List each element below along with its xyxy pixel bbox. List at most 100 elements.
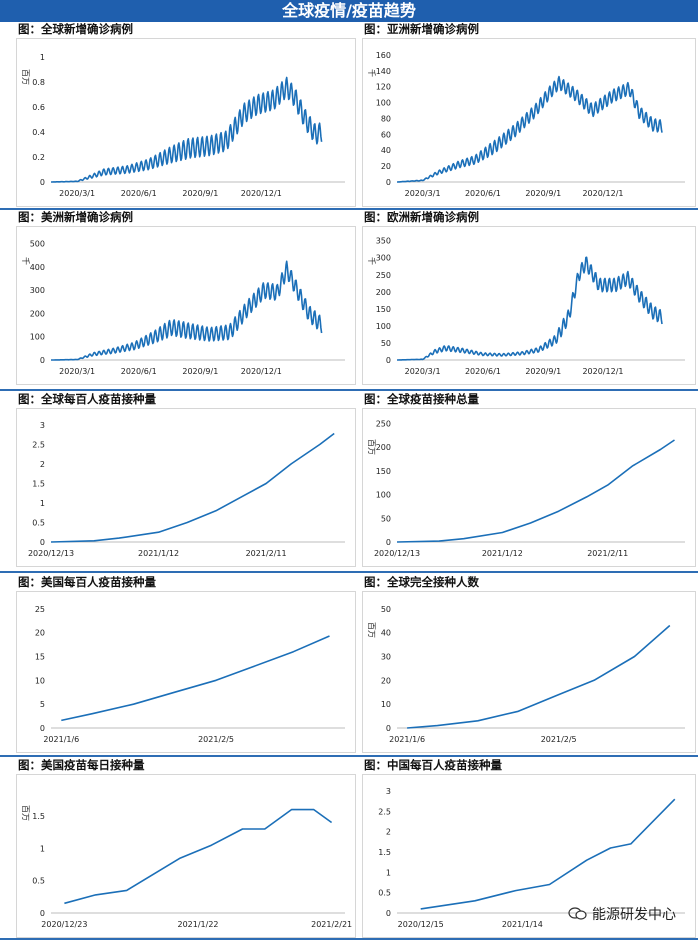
chart-area: 百万 0 10 20 30 40 50 2021/1/6 2021/2/5 — [362, 591, 696, 753]
chart-panel-global-total-doses: 图：全球疫苗接种总量 百万 0 50 100 150 200 250 2020/12/13 202… — [362, 392, 696, 567]
y-axis-label: 百万 — [21, 805, 30, 821]
y-tick-label: 350 — [376, 237, 391, 246]
y-tick-label: 5 — [40, 700, 45, 709]
y-tick-label: 0 — [386, 178, 391, 187]
y-tick-label: 100 — [376, 491, 391, 500]
y-tick-label: 40 — [381, 146, 391, 155]
x-tick-label: 2020/9/1 — [182, 367, 218, 376]
chart-title: 图：美国每百人疫苗接种量 — [18, 575, 156, 589]
y-tick-label: 0 — [40, 178, 45, 187]
x-tick-label: 2021/2/5 — [541, 735, 577, 744]
series-line — [396, 256, 663, 361]
x-tick-label: 2021/2/21 — [311, 920, 352, 929]
y-tick-label: 0.5 — [378, 889, 391, 898]
y-tick-label: 200 — [30, 309, 45, 318]
y-tick-label: 0.8 — [32, 78, 45, 87]
chart-area: 千 0 100 200 300 400 500 2020/3/1 2020/6/1 2020/9/… — [16, 226, 356, 385]
x-tick-label: 2020/6/1 — [465, 189, 501, 198]
y-tick-label: 0.6 — [32, 103, 45, 112]
series-line — [64, 808, 333, 905]
y-tick-label: 500 — [30, 240, 45, 249]
y-tick-label: 100 — [376, 322, 391, 331]
y-tick-label: 20 — [381, 676, 391, 685]
x-tick-label: 2021/2/5 — [198, 735, 234, 744]
y-tick-label: 0 — [40, 538, 45, 547]
series-line — [420, 798, 676, 910]
chart-svg-asia-new-cases: 千 0 20 40 60 80 100 120 140 160 2020/3/1 2020/6/1 20… — [367, 51, 685, 198]
section-separator — [0, 389, 698, 391]
y-tick-label: 100 — [376, 99, 391, 108]
y-tick-label: 0 — [40, 909, 45, 918]
y-tick-label: 20 — [381, 162, 391, 171]
y-tick-label: 0 — [386, 724, 391, 733]
section-separator — [0, 938, 698, 940]
x-tick-label: 2020/9/1 — [525, 367, 561, 376]
chart-svg-europe-new-cases: 千 0 50 100 150 200 250 300 350 2020/3/1 2020/6/1 20… — [367, 237, 685, 376]
x-tick-label: 2021/1/12 — [482, 549, 523, 558]
x-tick-label: 2021/1/12 — [138, 549, 179, 558]
chart-panel-us-daily-doses: 图：美国疫苗每日接种量 百万 0 0.5 1 1.5 2020/12/23 2021/1/22… — [16, 758, 356, 938]
wechat-icon — [568, 907, 588, 921]
y-tick-label: 50 — [381, 339, 391, 348]
x-tick-label: 2021/2/11 — [587, 549, 628, 558]
y-axis-label: 百万 — [367, 439, 376, 455]
y-tick-label: 0.2 — [32, 153, 45, 162]
y-tick-label: 2.5 — [32, 440, 45, 449]
y-tick-label: 1 — [40, 53, 45, 62]
series-line — [396, 75, 663, 183]
y-tick-label: 60 — [381, 130, 391, 139]
x-tick-label: 2021/1/6 — [389, 735, 425, 744]
y-tick-label: 3 — [40, 421, 45, 430]
y-tick-label: 0 — [386, 538, 391, 547]
x-tick-label: 2020/12/13 — [374, 549, 420, 558]
chart-title: 图：美洲新增确诊病例 — [18, 210, 133, 224]
watermark-text: 能源研发中心 — [592, 907, 676, 923]
section-separator — [0, 571, 698, 573]
y-axis-label: 千 — [21, 257, 31, 265]
series-line — [50, 260, 323, 361]
y-tick-label: 140 — [376, 67, 391, 76]
y-tick-label: 1 — [40, 844, 45, 853]
x-tick-label: 2020/12/1 — [241, 189, 282, 198]
chart-panel-americas-new-cases: 图：美洲新增确诊病例千 0 100 200 300 400 500 2020/3/1 2020/… — [16, 210, 356, 385]
section-separator — [0, 208, 698, 210]
y-tick-label: 30 — [381, 652, 391, 661]
chart-svg-global-doses-per-100: 0 0.5 1 1.5 2 2.5 3 2020/12/13 2021/1/12 2021/2/1… — [28, 421, 345, 558]
y-tick-label: 150 — [376, 467, 391, 476]
series-line — [61, 635, 330, 722]
y-tick-label: 120 — [376, 83, 391, 92]
x-tick-label: 2020/12/15 — [398, 920, 444, 929]
series-line — [407, 624, 671, 729]
y-tick-label: 0.5 — [32, 518, 45, 527]
y-tick-label: 2.5 — [378, 807, 391, 816]
chart-title: 图：亚洲新增确诊病例 — [364, 22, 479, 36]
x-tick-label: 2020/9/1 — [525, 189, 561, 198]
chart-svg-us-daily-doses: 百万 0 0.5 1 1.5 2020/12/23 2021/1/22 2021/2/21 — [21, 805, 352, 929]
y-tick-label: 10 — [35, 676, 45, 685]
y-tick-label: 300 — [376, 254, 391, 263]
chart-svg-china-doses-per-100: 0 0.5 1 1.5 2 2.5 3 2020/12/15 2021/1/14 — [378, 787, 685, 929]
x-tick-label: 2020/3/1 — [405, 189, 441, 198]
y-tick-label: 3 — [386, 787, 391, 796]
y-tick-label: 250 — [376, 271, 391, 280]
series-line — [396, 439, 675, 543]
y-tick-label: 300 — [30, 286, 45, 295]
chart-svg-global-new-cases: 百万 0 0.2 0.4 0.6 0.8 1 2020/3/1 2020/6/1 2020/9/1… — [21, 53, 345, 198]
x-tick-label: 2021/1/6 — [43, 735, 79, 744]
chart-title: 图：全球新增确诊病例 — [18, 22, 133, 36]
y-axis-label: 千 — [367, 257, 377, 265]
x-tick-label: 2020/9/1 — [182, 189, 218, 198]
y-tick-label: 0 — [40, 724, 45, 733]
chart-panel-asia-new-cases: 图：亚洲新增确诊病例千 0 20 40 60 80 100 120 140 160 2020/3/1… — [362, 22, 696, 207]
y-tick-label: 1.5 — [32, 812, 45, 821]
chart-area: 0 5 10 15 20 25 2021/1/6 2021/2/5 — [16, 591, 356, 753]
y-tick-label: 80 — [381, 114, 391, 123]
chart-panel-china-doses-per-100: 图：中国每百人疫苗接种量 0 0.5 1 1.5 2 2.5 3 2020/12/15 2021/… — [362, 758, 696, 938]
x-tick-label: 2020/6/1 — [121, 367, 157, 376]
x-tick-label: 2020/3/1 — [59, 189, 95, 198]
x-tick-label: 2020/12/13 — [28, 549, 74, 558]
x-tick-label: 2020/6/1 — [465, 367, 501, 376]
x-tick-label: 2020/12/1 — [582, 189, 623, 198]
page-banner: 全球疫情/疫苗趋势 — [0, 0, 698, 22]
x-tick-label: 2021/1/14 — [502, 920, 543, 929]
